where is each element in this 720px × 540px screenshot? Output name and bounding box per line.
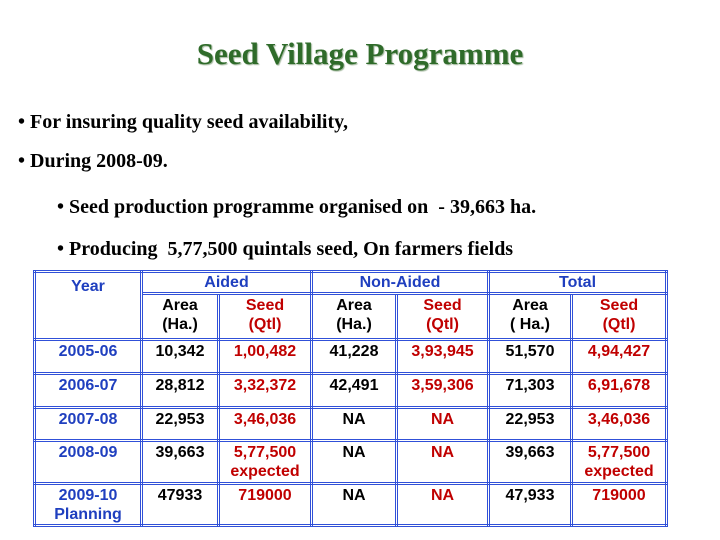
data-row: 2009-10 Planning 47933 719000 NA NA 47,933 719… bbox=[33, 482, 668, 527]
value-cell: 41,228 bbox=[310, 338, 398, 375]
group-header: Aided bbox=[140, 270, 313, 295]
value-cell: 10,342 bbox=[140, 338, 220, 375]
year-cell: 2006-07 bbox=[33, 372, 143, 409]
value-cell: 4,94,427 bbox=[570, 338, 668, 375]
value-cell: NA bbox=[310, 406, 398, 442]
year-cell: 2008-09 bbox=[33, 439, 143, 485]
value-cell: NA bbox=[395, 439, 490, 485]
data-row: 2005-06 10,342 1,00,482 41,228 3,93,945 51,57… bbox=[33, 338, 668, 375]
value-cell: 47933 bbox=[140, 482, 220, 527]
year-cell: 2007-08 bbox=[33, 406, 143, 442]
value-cell: 719000 bbox=[217, 482, 313, 527]
seed-table: Year Aided Non-Aided Total Area (Ha.) Seed (Q… bbox=[33, 270, 668, 527]
value-cell: 47,933 bbox=[487, 482, 573, 527]
value-cell: 719000 bbox=[570, 482, 668, 527]
value-cell: 42,491 bbox=[310, 372, 398, 409]
value-cell: 22,953 bbox=[487, 406, 573, 442]
value-cell: 5,77,500 expected bbox=[570, 439, 668, 485]
value-cell: 6,91,678 bbox=[570, 372, 668, 409]
value-cell: 39,663 bbox=[140, 439, 220, 485]
year-header: Year bbox=[33, 270, 143, 341]
value-cell: NA bbox=[395, 482, 490, 527]
column-header: Seed (Qtl) bbox=[217, 292, 313, 341]
value-cell: 28,812 bbox=[140, 372, 220, 409]
group-header: Total bbox=[487, 270, 668, 295]
bullet: • For insuring quality seed availability… bbox=[18, 111, 349, 133]
value-cell: 3,46,036 bbox=[217, 406, 313, 442]
value-cell: 71,303 bbox=[487, 372, 573, 409]
sub-bullet: • Seed production programme organised on… bbox=[57, 196, 537, 218]
group-header: Non-Aided bbox=[310, 270, 490, 295]
value-cell: 5,77,500 expected bbox=[217, 439, 313, 485]
sub-bullet: • Producing 5,77,500 quintals seed, On f… bbox=[57, 238, 514, 260]
header-row: Year Aided Non-Aided Total bbox=[33, 270, 668, 341]
column-header: Seed (Qtl) bbox=[395, 292, 490, 341]
bullet: • During 2008-09. bbox=[18, 150, 168, 172]
slide-title: Seed Village Programme bbox=[196, 36, 524, 71]
data-row: 2007-08 22,953 3,46,036 NA NA 22,953 3,46,036 bbox=[33, 406, 668, 442]
subheader-row: Area (Ha.) Seed (Qtl) Area (Ha.) Seed (Qtl)… bbox=[35, 292, 668, 341]
column-header: Area (Ha.) bbox=[140, 292, 220, 341]
column-header: Area (Ha.) bbox=[310, 292, 398, 341]
value-cell: 3,32,372 bbox=[217, 372, 313, 409]
data-row: 2008-09 39,663 5,77,500 expected NA NA 39,663… bbox=[33, 439, 668, 485]
data-row: 2006-07 28,812 3,32,372 42,491 3,59,306 71,30… bbox=[33, 372, 668, 409]
value-cell: 51,570 bbox=[487, 338, 573, 375]
value-cell: NA bbox=[310, 482, 398, 527]
value-cell: 3,93,945 bbox=[395, 338, 490, 375]
value-cell: NA bbox=[395, 406, 490, 442]
value-cell: 39,663 bbox=[487, 439, 573, 485]
value-cell: NA bbox=[310, 439, 398, 485]
year-cell: 2005-06 bbox=[33, 338, 143, 375]
year-cell: 2009-10 Planning bbox=[33, 482, 143, 527]
value-cell: 3,59,306 bbox=[395, 372, 490, 409]
value-cell: 3,46,036 bbox=[570, 406, 668, 442]
value-cell: 22,953 bbox=[140, 406, 220, 442]
column-header: Area ( Ha.) bbox=[487, 292, 573, 341]
column-header: Seed (Qtl) bbox=[570, 292, 668, 341]
value-cell: 1,00,482 bbox=[217, 338, 313, 375]
